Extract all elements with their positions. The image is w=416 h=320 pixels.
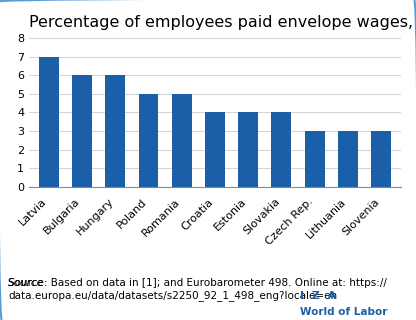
- Bar: [39, 57, 59, 187]
- Bar: [139, 94, 158, 187]
- Bar: [271, 112, 291, 187]
- Bar: [172, 94, 192, 187]
- Bar: [371, 131, 391, 187]
- Bar: [305, 131, 324, 187]
- Bar: [205, 112, 225, 187]
- Bar: [338, 131, 358, 187]
- Text: I  Z  A: I Z A: [300, 291, 336, 301]
- Bar: [72, 75, 92, 187]
- Text: Source: Based on data in [1]; and Eurobarometer 498. Online at: https://
data.eu: Source: Based on data in [1]; and Euroba…: [8, 278, 387, 301]
- Bar: [238, 112, 258, 187]
- Text: World of Labor: World of Labor: [300, 307, 387, 317]
- Text: Source: Source: [8, 278, 45, 288]
- Text: Percentage of employees paid envelope wages, 2019: Percentage of employees paid envelope wa…: [29, 15, 416, 30]
- Bar: [105, 75, 125, 187]
